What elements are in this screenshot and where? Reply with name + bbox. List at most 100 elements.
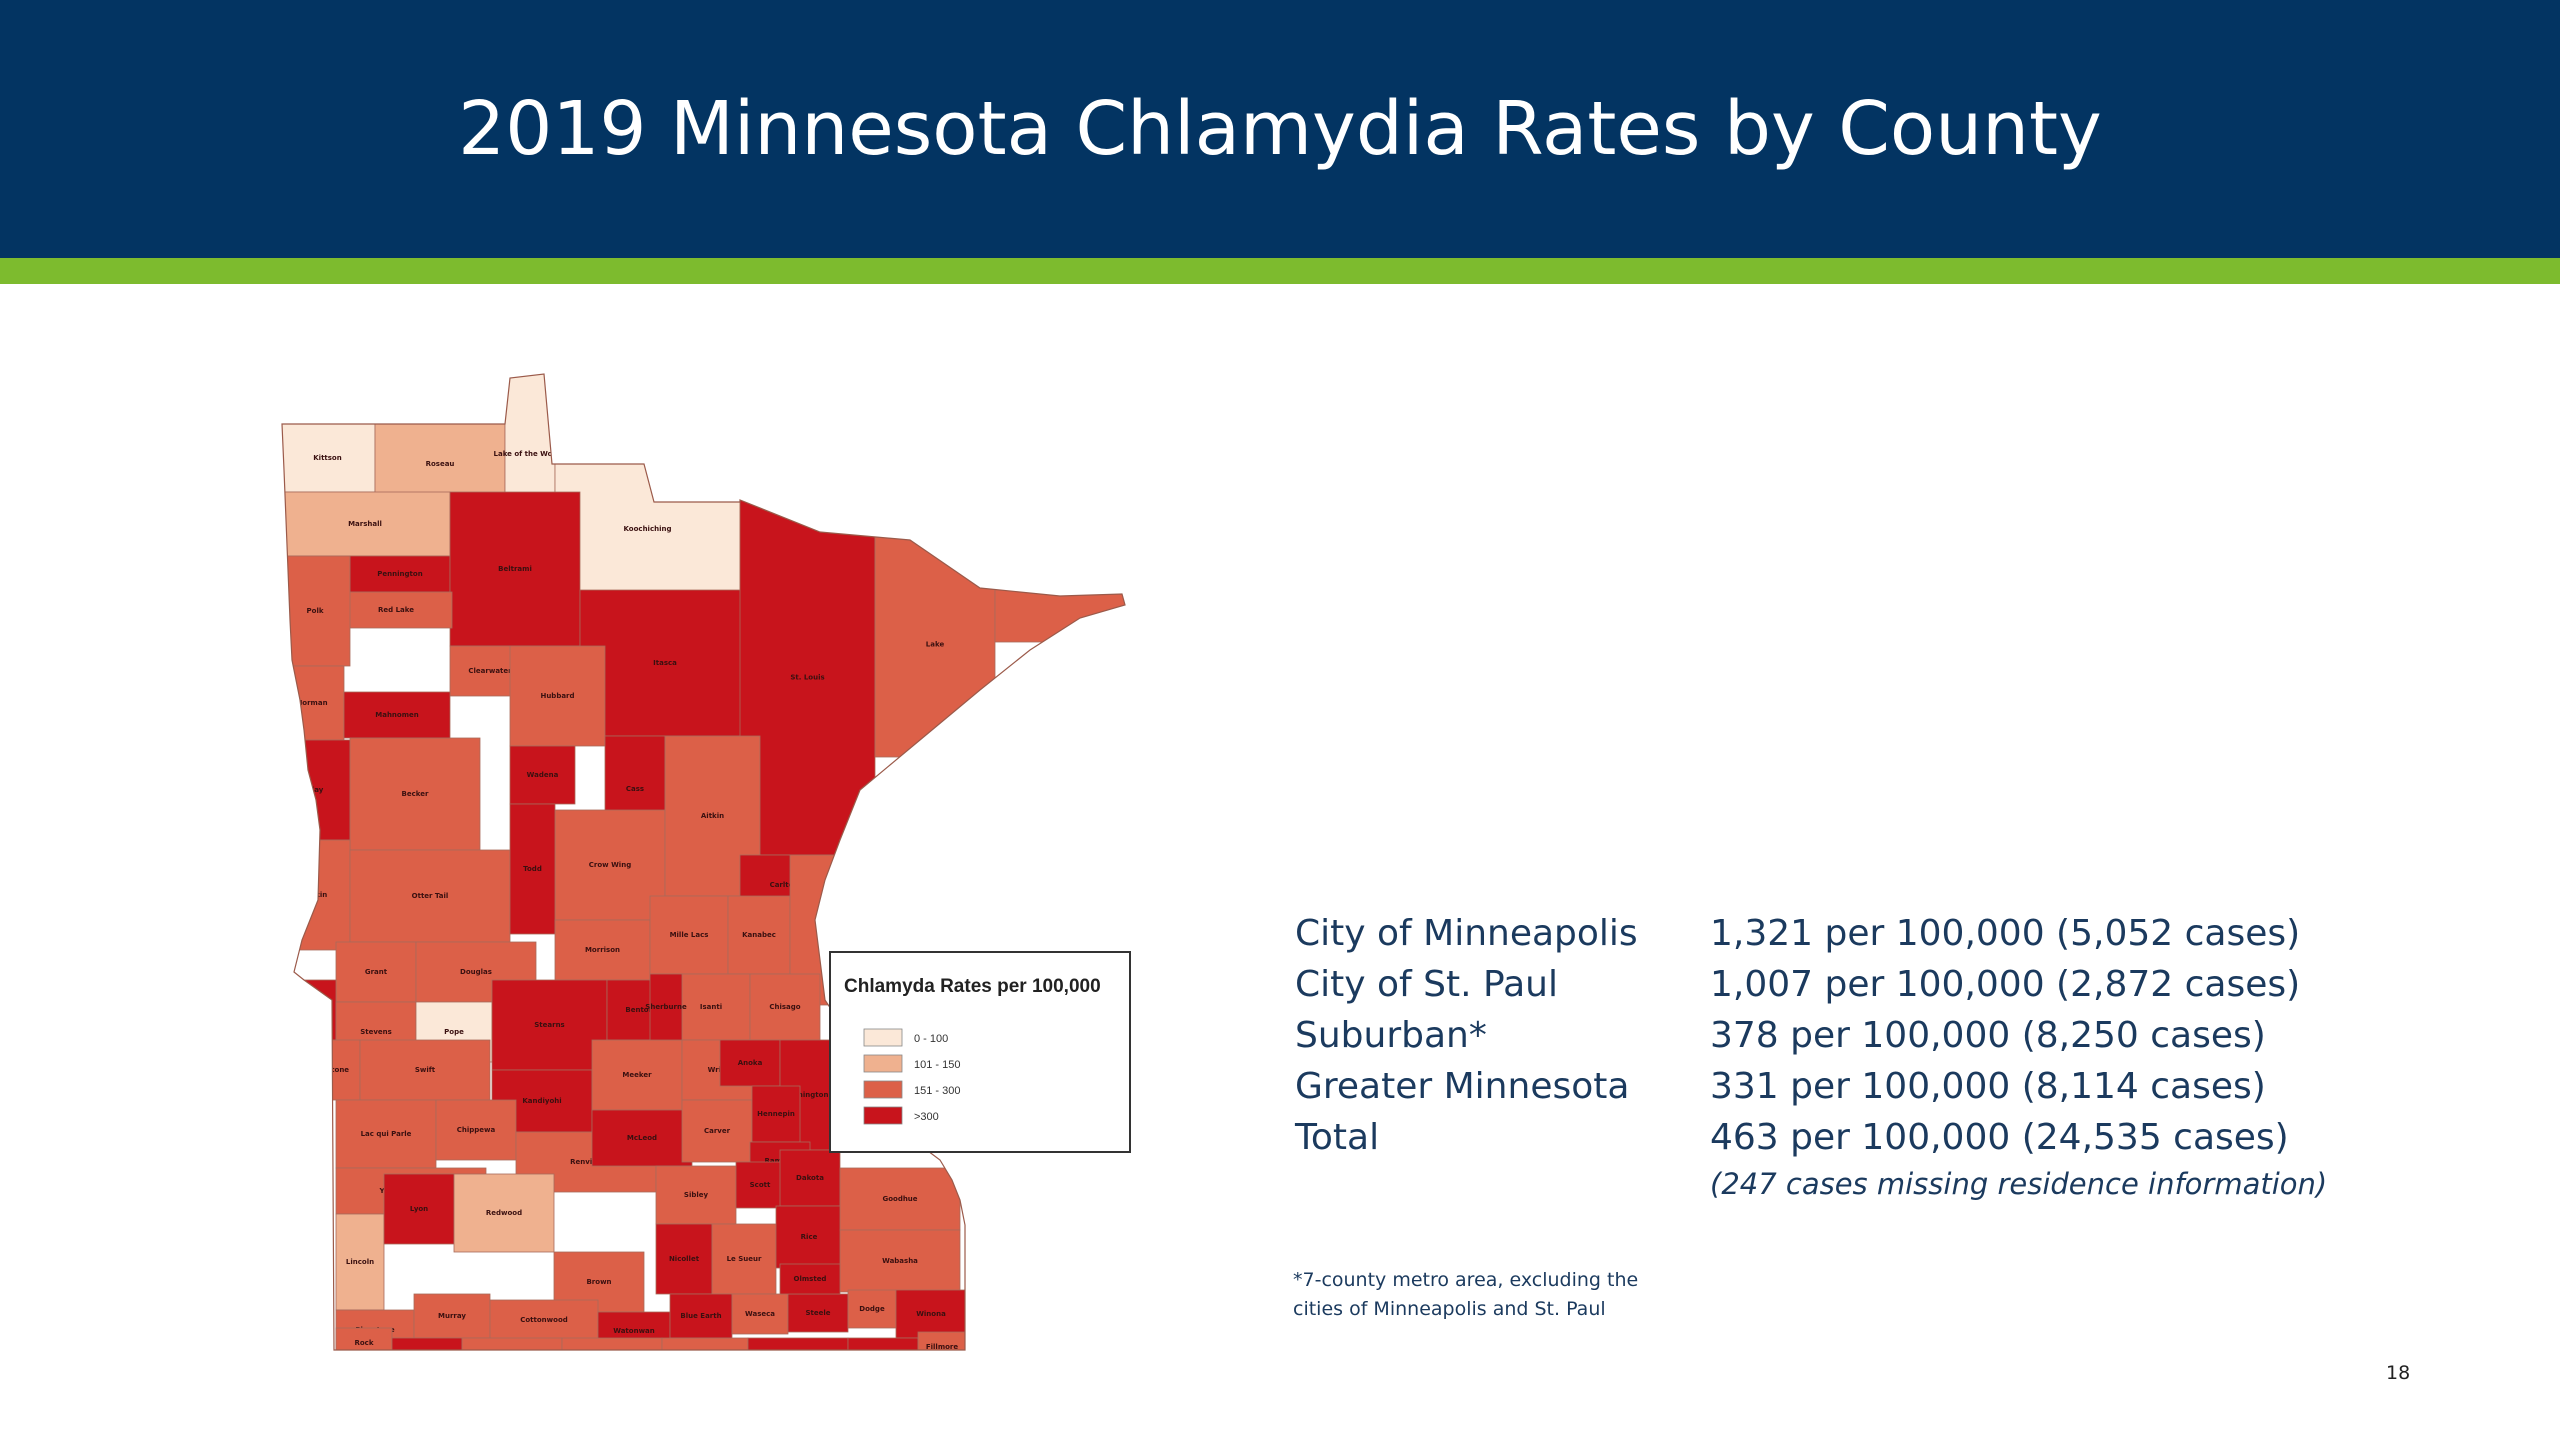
county-label: Cottonwood (520, 1316, 568, 1324)
county-label: Lac qui Parle (361, 1130, 412, 1138)
county-label: Nicollet (669, 1255, 700, 1263)
county-label: Grant (365, 968, 388, 976)
county-label: Aitkin (701, 812, 724, 820)
county-mahnomen (343, 691, 451, 739)
county-crow-wing (554, 809, 666, 921)
county-label: Olmsted (794, 1275, 827, 1283)
county-label: Sibley (684, 1191, 709, 1199)
county-isanti (671, 973, 751, 1041)
legend-swatch-0 (863, 1028, 903, 1047)
county-label: Watonwan (613, 1327, 655, 1335)
county-winona (895, 1289, 967, 1339)
county-nicollet (655, 1223, 713, 1295)
county-label: Lincoln (346, 1258, 374, 1266)
county-wilkin (282, 839, 351, 951)
county-label: McLeod (627, 1134, 657, 1142)
county-scott (735, 1161, 785, 1209)
county-dodge (847, 1289, 897, 1329)
county-label: Chisago (769, 1003, 800, 1011)
county-label: Crow Wing (589, 861, 631, 869)
county-label: Swift (415, 1066, 436, 1074)
county-pennington (349, 555, 451, 593)
county-morrison (554, 919, 651, 981)
county-hennepin (751, 1085, 801, 1143)
county-hubbard (509, 645, 606, 747)
county-jackson (461, 1337, 563, 1350)
county-martin (561, 1337, 663, 1350)
county-polk (282, 555, 351, 667)
county-label: Traverse (291, 1006, 325, 1014)
county-label: Pine (816, 926, 834, 934)
stat-value: 1,007 per 100,000 (2,872 cases) (1710, 964, 2301, 1005)
rates-summary: City of Minneapolis 1,321 per 100,000 (5… (1295, 908, 2395, 1205)
stat-row-total: Total 463 per 100,000 (24,535 cases) (1295, 1112, 2395, 1163)
county-label: Douglas (460, 968, 492, 976)
county-le-sueur (711, 1223, 777, 1295)
county-label: Wilkin (303, 891, 328, 899)
county-label: Washington (782, 1091, 829, 1099)
county-label: Todd (523, 865, 542, 873)
county-label: Marshall (348, 520, 382, 528)
county-label: Kittson (313, 454, 341, 462)
page-number: 18 (2386, 1362, 2411, 1384)
county-chisago (749, 973, 821, 1041)
stat-value: 331 per 100,000 (8,114 cases) (1710, 1066, 2266, 1107)
county-label: Renville (570, 1158, 602, 1166)
missing-residence-note: (247 cases missing residence information… (1710, 1167, 2328, 1201)
county-label: Meeker (622, 1071, 652, 1079)
county-label: Norman (296, 699, 327, 707)
county-label: Brown (586, 1278, 611, 1286)
county-waseca (731, 1293, 789, 1335)
legend-label-1: 101 - 150 (914, 1059, 960, 1071)
map-legend: Chlamyda Rates per 100,000 0 - 100 101 -… (829, 951, 1131, 1153)
stat-label: Suburban* (1295, 1015, 1487, 1056)
county-meeker (591, 1039, 683, 1111)
county-label: Winona (916, 1310, 946, 1318)
county-label: Benton (625, 1006, 653, 1014)
stat-value: 1,321 per 100,000 (5,052 cases) (1710, 913, 2301, 954)
county-label: Polk (307, 607, 324, 615)
legend-swatch-3 (863, 1106, 903, 1125)
county-swift (359, 1039, 491, 1101)
county-freeborn (747, 1337, 849, 1350)
county-label: Murray (438, 1312, 466, 1320)
county-redwood (453, 1173, 555, 1253)
county-red-lake (339, 591, 453, 629)
stat-value: 378 per 100,000 (8,250 cases) (1710, 1015, 2266, 1056)
stat-label: Total (1295, 1117, 1380, 1158)
county-label: Goodhue (882, 1195, 917, 1203)
stat-label: Greater Minnesota (1295, 1066, 1630, 1107)
county-itasca (579, 589, 751, 737)
county-label: Pope (444, 1028, 464, 1036)
county-label: Lake of the Woods (494, 450, 567, 458)
county-beltrami (449, 491, 581, 647)
county-sherburne (649, 973, 683, 1041)
stat-value: 463 per 100,000 (24,535 cases) (1710, 1117, 2289, 1158)
county-label: Stearns (534, 1021, 564, 1029)
county-olmsted (779, 1263, 841, 1295)
county-label: Becker (402, 790, 429, 798)
county-stearns (491, 979, 608, 1071)
accent-bar (0, 258, 2560, 284)
county-kittson (282, 423, 376, 493)
county-st-louis (739, 499, 876, 856)
county-label: Hubbard (540, 692, 574, 700)
county-label: Morrison (585, 946, 620, 954)
county-label: Cass (626, 785, 644, 793)
county-label: Big Stone (311, 1066, 349, 1074)
county-kanabec (727, 895, 791, 975)
county-todd (509, 803, 556, 935)
county-label: Lake (926, 641, 945, 649)
county-lincoln (335, 1213, 385, 1311)
county-label: Le Sueur (727, 1255, 762, 1263)
stat-row-minneapolis: City of Minneapolis 1,321 per 100,000 (5… (1295, 908, 2395, 959)
county-label: Fillmore (926, 1343, 959, 1351)
legend-swatch-1 (863, 1054, 903, 1073)
county-label: Rice (801, 1233, 818, 1241)
county-wadena (509, 745, 576, 805)
county-blue-earth (669, 1293, 733, 1339)
county-label: Otter Tail (412, 892, 449, 900)
county-label: Sherburne (645, 1003, 687, 1011)
county-label: Blue Earth (680, 1312, 721, 1320)
county-label: Steele (805, 1309, 830, 1317)
